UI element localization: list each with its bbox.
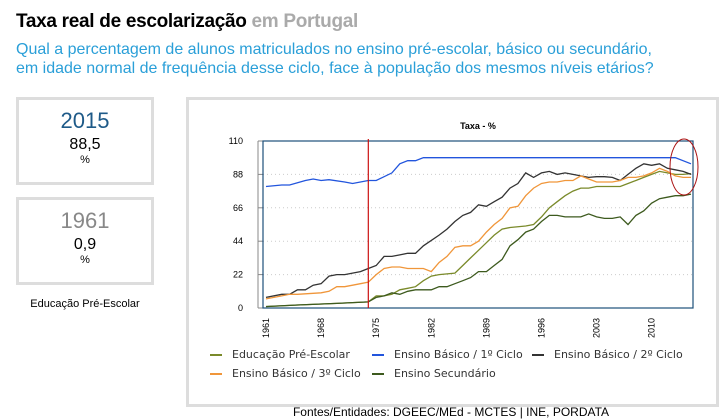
question-text: Qual a percentagem de alunos matriculado… xyxy=(16,40,726,78)
legend-item[interactable]: Ensino Básico / 3º Ciclo xyxy=(210,367,361,380)
y-tick-label: 88 xyxy=(233,169,243,179)
x-tick-label: 1975 xyxy=(371,318,381,338)
highlight-ellipse xyxy=(669,138,699,196)
x-tick-label: 1982 xyxy=(426,318,436,338)
kpi-unit: % xyxy=(80,254,90,266)
x-tick-label: 1989 xyxy=(481,318,491,338)
series-line xyxy=(265,163,692,299)
legend-swatch xyxy=(372,354,384,356)
legend-label: Educação Pré-Escolar xyxy=(232,348,350,361)
x-tick-label: 1996 xyxy=(536,318,546,338)
x-tick-label: 2003 xyxy=(592,318,602,338)
question-line: Qual a percentagem de alunos matriculado… xyxy=(16,41,652,58)
kpi-earliest: 1961 0,9 % xyxy=(16,197,154,285)
title-main: Taxa real de escolarização xyxy=(16,11,247,32)
question-line: em idade normal de frequência desse cicl… xyxy=(16,60,654,77)
title-suffix: em Portugal xyxy=(251,11,359,32)
kpi-latest: 2015 88,5 % xyxy=(16,97,154,185)
y-tick-label: 44 xyxy=(233,236,243,246)
kpi-label: Educação Pré-Escolar xyxy=(30,298,140,310)
legend-label: Ensino Básico / 2º Ciclo xyxy=(554,348,683,361)
kpi-year: 2015 xyxy=(60,108,110,133)
legend-item[interactable]: Ensino Básico / 2º Ciclo xyxy=(532,348,683,361)
legend-label: Ensino Básico / 3º Ciclo xyxy=(232,367,361,380)
series-line xyxy=(265,170,692,308)
y-tick-label: 22 xyxy=(233,270,243,280)
chart-panel xyxy=(186,97,719,407)
series-line xyxy=(265,167,691,300)
kpi-unit: % xyxy=(80,154,90,166)
plot-frame xyxy=(262,140,694,309)
kpi-value: 88,5 xyxy=(69,136,101,153)
x-tick-label: 1961 xyxy=(261,318,271,338)
legend-item[interactable]: Educação Pré-Escolar xyxy=(210,348,350,361)
y-tick-label: 66 xyxy=(233,203,243,213)
kpi-value: 0,9 xyxy=(73,236,97,253)
legend-swatch xyxy=(532,354,544,356)
source-text: Fontes/Entidades: DGEEC/MEd - MCTES | IN… xyxy=(292,405,610,419)
legend-label: Ensino Secundário xyxy=(394,367,496,380)
kpi-year: 1961 xyxy=(60,208,110,233)
x-tick-label: 1968 xyxy=(316,318,326,338)
x-tick-label: 2010 xyxy=(647,318,657,338)
y-tick-label: 0 xyxy=(238,303,243,313)
legend-item[interactable]: Ensino Secundário xyxy=(372,367,496,380)
legend-swatch xyxy=(372,373,384,375)
legend-swatch xyxy=(210,354,222,356)
series-line xyxy=(265,157,692,188)
legend-label: Ensino Básico / 1º Ciclo xyxy=(394,348,523,361)
legend-swatch xyxy=(210,373,222,375)
legend-item[interactable]: Ensino Básico / 1º Ciclo xyxy=(372,348,523,361)
y-tick-label: 110 xyxy=(229,136,243,146)
chart-title: Taxa - % xyxy=(460,121,496,131)
series-line xyxy=(265,193,692,308)
page-title: Taxa real de escolarização em Portugal xyxy=(16,11,358,33)
